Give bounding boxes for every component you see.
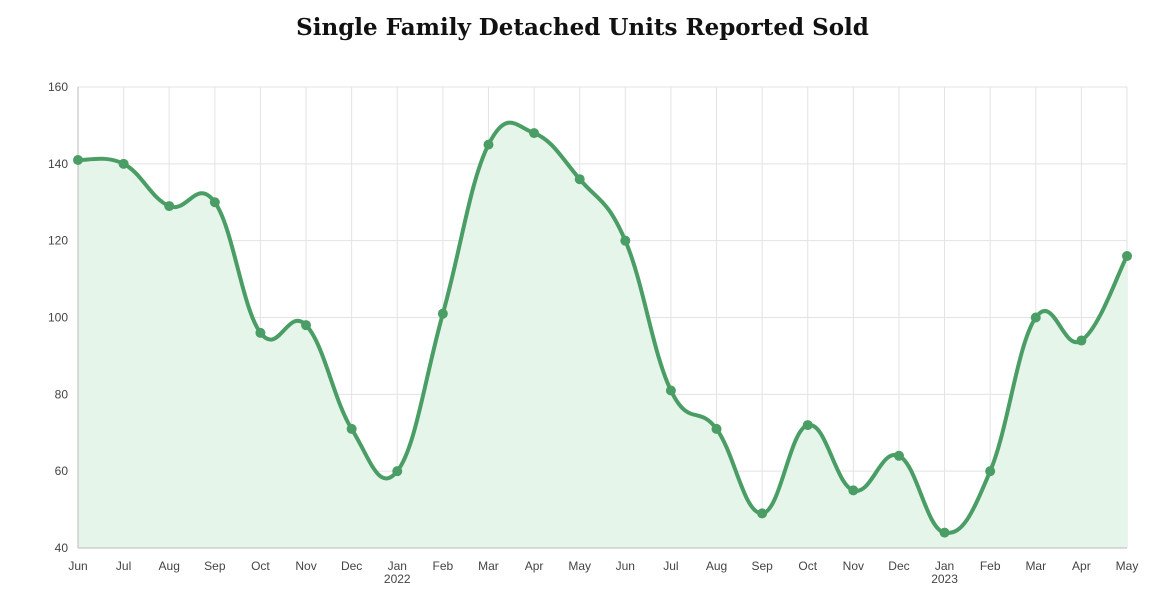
x-tick-label: Aug: [159, 559, 180, 573]
data-point: [392, 466, 403, 477]
data-point: [164, 201, 175, 212]
data-point: [529, 128, 540, 139]
data-point: [73, 154, 83, 165]
x-tick-label: Mar: [478, 559, 499, 573]
x-tick-label: Jul: [663, 559, 678, 573]
x-tick-label: Sep: [751, 559, 773, 573]
data-point: [346, 423, 357, 434]
x-tick-label: May: [568, 559, 591, 573]
data-point: [711, 423, 722, 434]
y-tick-label: 140: [48, 157, 68, 171]
data-point: [893, 450, 904, 461]
data-point: [574, 174, 585, 185]
x-tick-label: Apr: [1072, 559, 1091, 573]
x-tick-label: Nov: [843, 559, 864, 573]
series-line: [77, 120, 1129, 535]
x-tick-label: Dec: [341, 559, 362, 573]
data-point: [118, 158, 129, 169]
x-tick-label: Dec: [888, 559, 909, 573]
y-tick-label: 40: [55, 541, 69, 555]
x-tick-label: Aug: [706, 559, 727, 573]
x-tick-label: Sep: [204, 559, 226, 573]
data-point: [437, 308, 448, 319]
chart-title: Single Family Detached Units Reported So…: [296, 14, 869, 41]
x-tick-label: Jun: [68, 559, 87, 573]
x-tick-label: May: [1116, 559, 1139, 573]
x-tick-label: Jan: [388, 559, 407, 573]
data-point: [1030, 312, 1041, 323]
y-tick-labels: 40 60 80 100 120 140 160: [48, 80, 68, 555]
data-point: [757, 508, 768, 519]
data-point: [802, 420, 813, 431]
x-tick-label: Apr: [525, 559, 544, 573]
y-tick-label: 160: [48, 80, 68, 94]
data-point: [483, 139, 494, 150]
x-year-label: 2023: [931, 572, 958, 586]
x-tick-label: Oct: [798, 559, 817, 573]
data-point: [939, 527, 950, 538]
x-tick-label: Feb: [980, 559, 1001, 573]
x-year-label: 2022: [384, 572, 411, 586]
x-tick-label: Jul: [116, 559, 131, 573]
data-point: [985, 466, 996, 477]
x-tick-label: Nov: [295, 559, 316, 573]
x-tick-label: Jan: [935, 559, 954, 573]
x-tick-label: Oct: [251, 559, 270, 573]
data-point: [209, 197, 220, 208]
x-tick-label: Mar: [1025, 559, 1046, 573]
y-tick-label: 80: [55, 387, 69, 401]
area-fill: [78, 122, 1127, 549]
data-points: [73, 128, 1132, 538]
data-point: [255, 327, 266, 338]
data-point: [665, 385, 676, 396]
x-tick-label: Jun: [616, 559, 635, 573]
y-tick-label: 60: [55, 464, 69, 478]
data-point: [1076, 335, 1087, 346]
data-point: [1122, 251, 1132, 262]
x-tick-label: Feb: [433, 559, 454, 573]
data-point: [620, 235, 631, 246]
y-tick-label: 100: [48, 311, 68, 325]
data-point: [848, 485, 859, 496]
data-point: [301, 320, 312, 331]
y-tick-label: 120: [48, 234, 68, 248]
